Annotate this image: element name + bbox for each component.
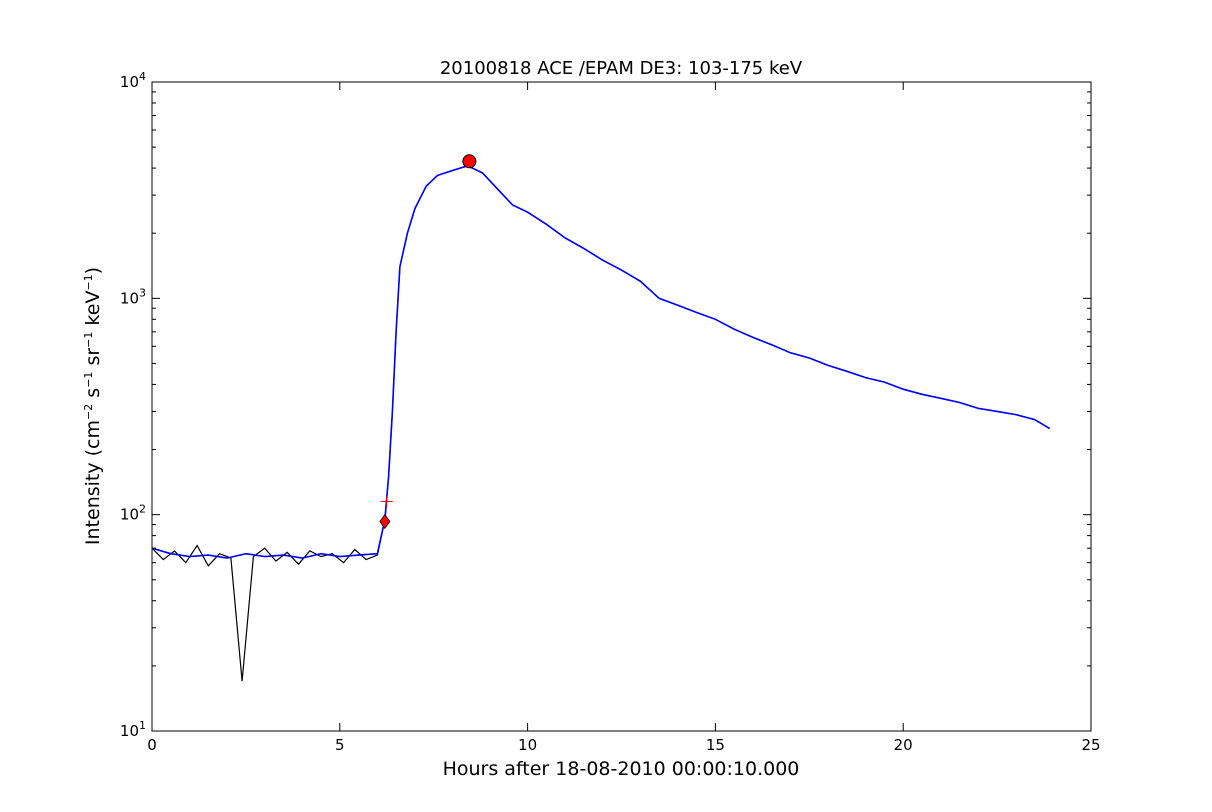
x-tick-label: 0 bbox=[147, 736, 157, 754]
y-tick-label: 104 bbox=[120, 70, 146, 91]
y-tick-label: 101 bbox=[120, 719, 146, 740]
x-axis-ticks: 0 5 10 15 20 25 bbox=[147, 82, 1101, 754]
peak-marker bbox=[462, 154, 477, 169]
x-tick-label: 25 bbox=[1081, 736, 1100, 754]
y-tick-label: 102 bbox=[120, 503, 146, 524]
x-tick-label: 10 bbox=[518, 736, 537, 754]
x-axis-label: Hours after 18-08-2010 00:00:10.000 bbox=[443, 758, 800, 780]
x-tick-label: 20 bbox=[894, 736, 913, 754]
x-tick-label: 15 bbox=[706, 736, 725, 754]
plot-frame bbox=[151, 81, 1092, 732]
series-line-raw bbox=[151, 165, 1051, 682]
onset-marker bbox=[379, 513, 391, 530]
y-axis-label: Intensity (cm−2 s−1 sr−1 keV−1) bbox=[82, 267, 104, 545]
x-tick-label: 5 bbox=[335, 736, 345, 754]
plot-area bbox=[151, 154, 1051, 682]
chart-title: 20100818 ACE /EPAM DE3: 103-175 keV bbox=[440, 58, 803, 79]
onset-plus-marker bbox=[380, 495, 393, 508]
series-line-smoothed bbox=[151, 164, 1051, 559]
y-tick-label: 103 bbox=[120, 286, 146, 307]
y-axis-ticks: 101 102 103 104 bbox=[120, 70, 1091, 740]
